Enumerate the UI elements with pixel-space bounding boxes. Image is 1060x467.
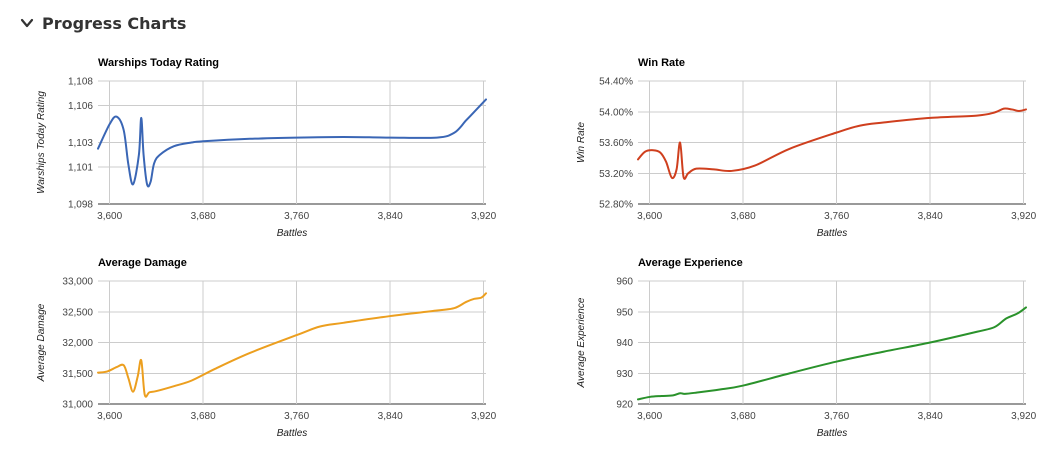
x-tick-label: 3,920: [1011, 211, 1036, 222]
chart-title: Win Rate: [638, 57, 685, 69]
x-tick-label: 3,760: [824, 211, 849, 222]
y-tick-label: 1,108: [68, 77, 93, 88]
y-tick-label: 32,000: [62, 338, 93, 349]
x-axis-label: Battles: [277, 228, 308, 239]
y-tick-label: 930: [616, 369, 633, 380]
chart-0: Warships Today Rating 1,098 1,101 1,103 1,10…: [36, 57, 497, 239]
chart-2: Average Damage 31,000 31,500 32,000 32,500 33…: [36, 257, 497, 439]
x-tick-label: 3,600: [637, 211, 662, 222]
x-tick-label: 3,840: [918, 411, 943, 422]
x-axis-label: Battles: [817, 228, 848, 239]
y-tick-label: 53.60%: [599, 138, 633, 149]
y-tick-label: 920: [616, 400, 633, 411]
y-tick-label: 31,500: [62, 369, 93, 380]
x-tick-label: 3,760: [284, 211, 309, 222]
y-axis-label: Win Rate: [576, 122, 587, 163]
x-tick-label: 3,680: [191, 411, 216, 422]
y-tick-label: 940: [616, 338, 633, 349]
y-tick-label: 53.20%: [599, 169, 633, 180]
y-tick-label: 31,000: [62, 400, 93, 411]
x-tick-label: 3,600: [97, 211, 122, 222]
x-tick-label: 3,600: [97, 411, 122, 422]
y-axis-label: Average Experience: [576, 297, 587, 388]
x-tick-label: 3,840: [378, 211, 403, 222]
y-tick-label: 1,106: [68, 101, 93, 112]
y-tick-label: 960: [616, 277, 633, 288]
x-axis-label: Battles: [817, 428, 848, 439]
y-axis-label: Average Damage: [36, 303, 47, 382]
x-tick-label: 3,840: [378, 411, 403, 422]
y-tick-label: 54.40%: [599, 77, 633, 88]
y-axis-label: Warships Today Rating: [36, 91, 47, 194]
x-tick-label: 3,920: [471, 411, 496, 422]
section-title: Progress Charts: [42, 13, 187, 33]
x-tick-label: 3,680: [731, 411, 756, 422]
y-tick-label: 1,101: [68, 163, 93, 174]
section-toggle[interactable]: Progress Charts: [20, 10, 186, 36]
x-axis-label: Battles: [277, 428, 308, 439]
chart-1: Win Rate 52.80% 53.20% 53.60% 54.00% 54.40% 3,…: [576, 57, 1037, 239]
chevron-down-icon: [20, 18, 34, 28]
y-tick-label: 1,103: [68, 138, 93, 149]
series-line: [97, 292, 487, 398]
y-tick-label: 52.80%: [599, 200, 633, 211]
series-line: [637, 306, 1027, 401]
series-line: [637, 107, 1027, 180]
x-tick-label: 3,680: [731, 211, 756, 222]
chart-title: Average Damage: [98, 257, 187, 269]
x-tick-label: 3,840: [918, 211, 943, 222]
y-tick-label: 33,000: [62, 277, 93, 288]
series-line: [97, 98, 487, 188]
chart-3: Average Experience 920 930 940 950 960 3,600 3,…: [576, 257, 1037, 439]
y-tick-label: 1,098: [68, 200, 93, 211]
y-tick-label: 32,500: [62, 307, 93, 318]
y-tick-label: 950: [616, 307, 633, 318]
y-tick-label: 54.00%: [599, 107, 633, 118]
x-tick-label: 3,920: [1011, 411, 1036, 422]
x-tick-label: 3,600: [637, 411, 662, 422]
chart-title: Average Experience: [638, 257, 743, 269]
x-tick-label: 3,760: [284, 411, 309, 422]
x-tick-label: 3,760: [824, 411, 849, 422]
x-tick-label: 3,920: [471, 211, 496, 222]
chart-title: Warships Today Rating: [98, 57, 219, 69]
x-tick-label: 3,680: [191, 211, 216, 222]
